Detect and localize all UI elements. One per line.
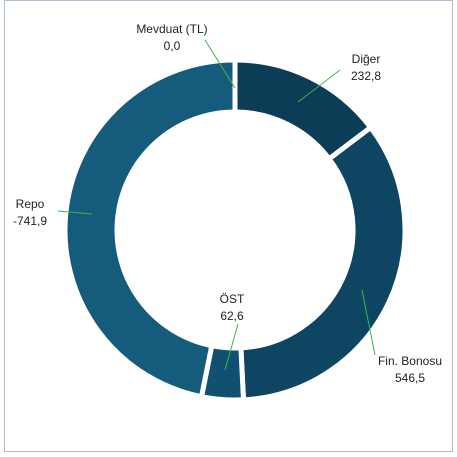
leader-line <box>361 289 376 356</box>
donut-segment <box>238 123 408 403</box>
data-label-value: 0,0 <box>164 39 181 53</box>
data-label-name: Repo <box>16 197 45 211</box>
data-label-name: Diğer <box>352 52 381 66</box>
leader-line <box>57 210 93 215</box>
leader-line <box>224 323 239 371</box>
data-label-value: 546,5 <box>395 371 425 385</box>
data-label-name: Mevduat (TL) <box>136 22 207 36</box>
chart-frame <box>4 0 453 452</box>
leader-line <box>297 69 341 103</box>
donut-segment <box>62 57 238 400</box>
data-label-value: 232,8 <box>351 69 381 83</box>
leader-line <box>204 39 236 89</box>
data-label-value: 62,6 <box>220 309 244 323</box>
data-label-name: Fin. Bonosu <box>378 354 442 368</box>
data-label-value: -741,9 <box>13 214 47 228</box>
data-label-name: ÖST <box>220 292 245 306</box>
